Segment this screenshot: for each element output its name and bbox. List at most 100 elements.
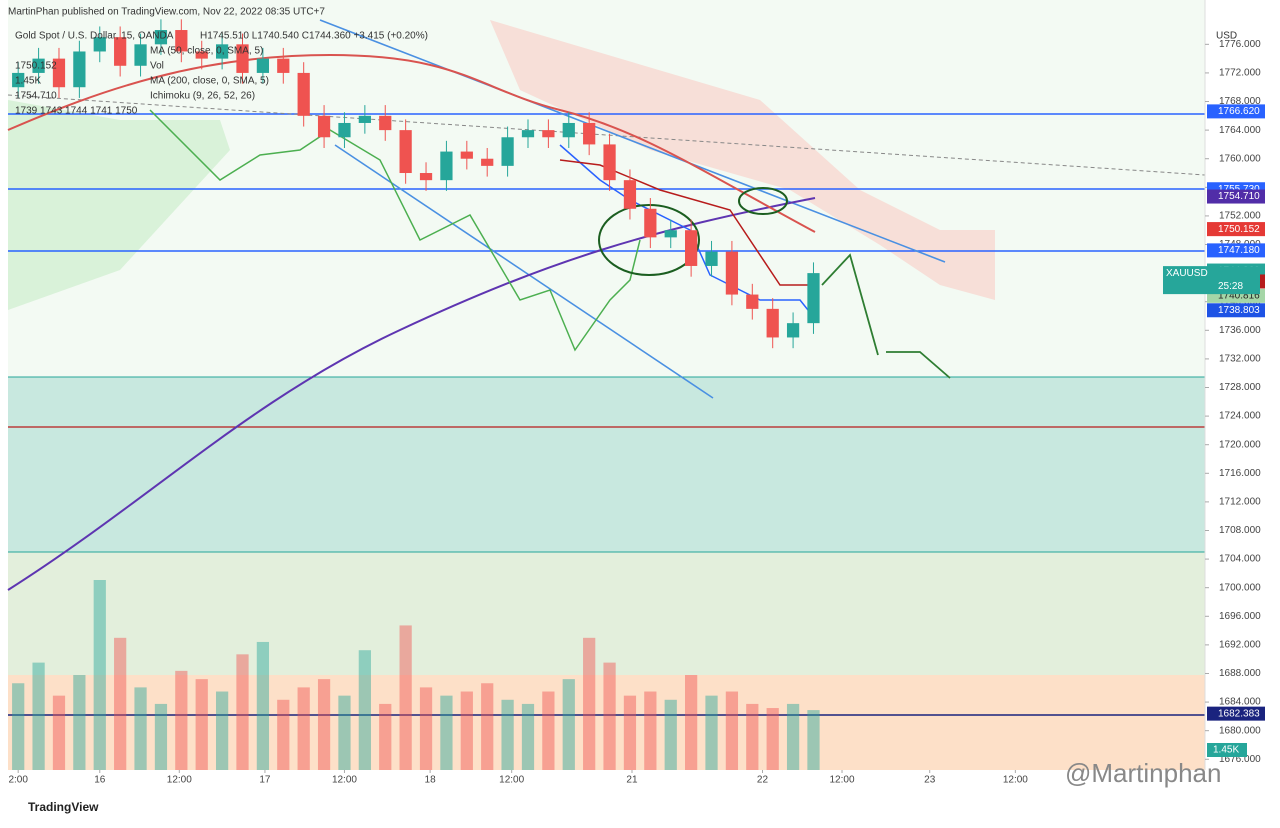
y-tick-label: 1696.000 xyxy=(1219,611,1261,622)
zone xyxy=(8,552,1205,675)
candle-body xyxy=(725,251,739,295)
trend-line xyxy=(7,94,1206,176)
annotation-circle xyxy=(738,187,788,215)
candle-body xyxy=(501,137,514,166)
candle-body xyxy=(664,230,677,238)
volume-bar xyxy=(664,699,677,770)
candle-body xyxy=(73,51,86,88)
volume-bar xyxy=(807,710,820,770)
candle-body xyxy=(766,308,779,338)
volume-bar xyxy=(603,662,616,770)
symbol-label: XAUUSD xyxy=(1166,268,1208,279)
y-tick-label: 1724.000 xyxy=(1219,411,1261,422)
candle-body xyxy=(215,44,229,59)
lagging-span xyxy=(149,109,641,352)
price-label-box xyxy=(1207,303,1265,318)
y-tick-label: 1688.000 xyxy=(1219,668,1261,679)
time-axis xyxy=(0,770,1280,823)
x-tick-label: 16 xyxy=(94,775,106,786)
y-tick-label: 1736.000 xyxy=(1219,325,1261,336)
candle-body xyxy=(93,37,106,52)
candle-body xyxy=(521,130,535,138)
volume-bar xyxy=(786,703,800,770)
x-tick-label: 18 xyxy=(425,775,437,786)
legend-text: Vol xyxy=(150,61,164,72)
candle-body xyxy=(297,72,310,116)
volume-bar xyxy=(114,637,127,770)
candle-body xyxy=(379,115,392,131)
candle-body xyxy=(154,30,168,45)
y-tick-label: 1700.000 xyxy=(1219,582,1261,593)
countdown: 25:28 xyxy=(1218,281,1243,292)
price-label: 1754.710 xyxy=(1218,191,1260,202)
price-label: 1750.152 xyxy=(1218,224,1260,235)
price-label: 1682.383 xyxy=(1218,708,1260,719)
candle-body xyxy=(114,37,127,66)
price-label-box xyxy=(1207,189,1265,204)
volume-bar xyxy=(419,687,433,770)
candle-body xyxy=(52,58,66,88)
ichimoku-cloud xyxy=(490,20,995,300)
volume-bar xyxy=(317,679,331,770)
legend-text: H1745.510 L1740.540 C1744.360 +3.415 (+0… xyxy=(200,31,428,42)
y-tick-label: 1728.000 xyxy=(1219,382,1261,393)
volume-bar xyxy=(460,691,473,770)
volume-bar xyxy=(358,650,371,770)
volume-bar xyxy=(644,691,657,770)
volume-bar xyxy=(583,637,596,770)
candle-body xyxy=(603,144,616,181)
volume-bar xyxy=(236,654,249,770)
candle-body xyxy=(542,130,555,138)
price-label-box xyxy=(1207,222,1265,237)
legend-text: 1754.710 xyxy=(15,91,57,102)
legend-text: 1.45K xyxy=(15,76,41,87)
candle-body xyxy=(419,173,433,181)
y-tick-label: 1760.000 xyxy=(1219,153,1261,164)
annotation-circle xyxy=(598,204,700,276)
candle-body xyxy=(460,151,473,159)
candle-body xyxy=(807,273,820,324)
x-tick-label: 12:00 xyxy=(499,775,524,786)
volume-bar xyxy=(297,687,310,770)
currency: USD xyxy=(1216,31,1237,42)
y-tick-label: 1720.000 xyxy=(1219,439,1261,450)
y-tick-label: 1768.000 xyxy=(1219,96,1261,107)
x-tick-label: 12:00 xyxy=(1003,775,1028,786)
volume-bar xyxy=(440,695,453,770)
volume-bar xyxy=(134,687,147,770)
volume-bar xyxy=(623,695,637,770)
volume-bar xyxy=(215,691,229,770)
ichimoku-cloud xyxy=(8,100,230,310)
x-tick-label: 22 xyxy=(757,775,769,786)
candle-body xyxy=(175,30,188,52)
volume-bar xyxy=(175,670,188,770)
y-tick-label: 1692.000 xyxy=(1219,640,1261,651)
base-line xyxy=(559,159,815,286)
volume-bar xyxy=(277,699,290,770)
x-tick-label: 12:00 xyxy=(830,775,855,786)
legend-text: MA (200, close, 0, SMA, 5) xyxy=(150,76,269,87)
trend-line xyxy=(334,144,714,399)
x-tick-label: 23 xyxy=(924,775,936,786)
x-tick-label: 12:00 xyxy=(332,775,357,786)
footer: TradingView xyxy=(28,800,99,814)
legend-text: MA (50, close, 0, SMA, 5) xyxy=(150,46,263,57)
y-tick-label: 1676.000 xyxy=(1219,754,1261,765)
volume-bar xyxy=(93,580,106,770)
projection-arrow xyxy=(821,253,951,379)
volume-bar xyxy=(338,695,351,770)
price-label: 1747.180 xyxy=(1218,245,1260,256)
y-tick-label: 1752.000 xyxy=(1219,211,1261,222)
y-tick-label: 1716.000 xyxy=(1219,468,1261,479)
conversion-line xyxy=(559,144,813,316)
zone xyxy=(8,675,1205,770)
symbol-box xyxy=(1163,266,1260,295)
volume-bar xyxy=(12,683,25,770)
candle-body xyxy=(256,58,270,73)
candle-body xyxy=(134,44,147,66)
volume-bar xyxy=(766,708,779,770)
volume-bar xyxy=(501,699,514,770)
candle-body xyxy=(338,122,351,138)
y-tick-label: 1764.000 xyxy=(1219,125,1261,136)
y-tick-label: 1772.000 xyxy=(1219,68,1261,79)
